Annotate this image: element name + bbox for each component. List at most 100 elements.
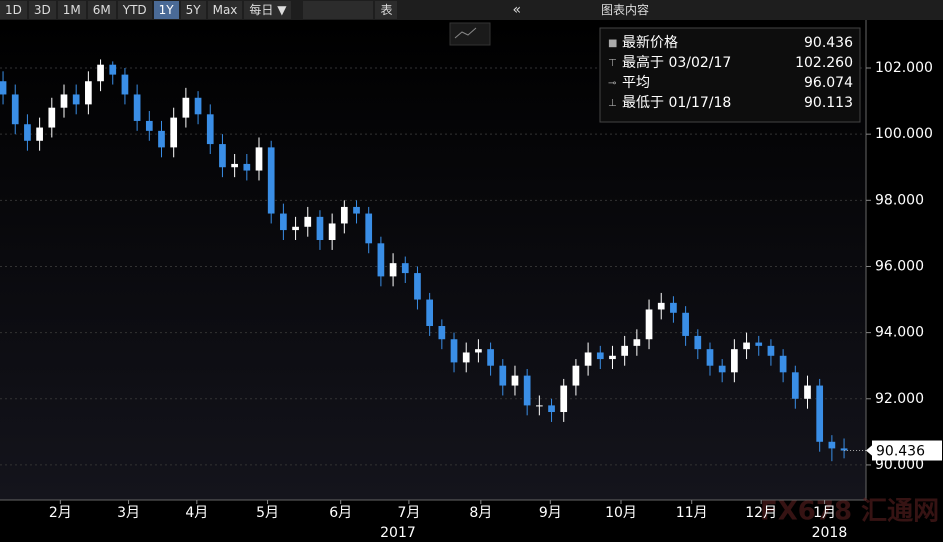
legend-box: [599, 27, 861, 123]
toolbar-button[interactable]: 每日 ▼: [244, 1, 292, 19]
candle-body: [682, 312, 689, 336]
toolbar-button[interactable]: «: [512, 2, 522, 18]
candle-body: [121, 74, 129, 95]
candle-body: [804, 385, 811, 399]
candle-body: [755, 342, 763, 346]
chart: FX678 汇通网 90.000 92.000 94.000 96.000 98.000…: [0, 20, 943, 542]
icons[interactable]: [303, 1, 374, 19]
candle-body: [267, 147, 275, 214]
candle-body: [560, 385, 568, 413]
candle-body: [170, 117, 178, 148]
candle-body: [133, 94, 141, 121]
candle-body: [706, 349, 714, 366]
legend-value: 96.074: [804, 75, 853, 91]
candle-body: [206, 114, 214, 145]
toolbar: 1D 3D 1M 6M YTD 1Y 5Y Max 每日 ▼ 表 « 图表内容: [0, 0, 943, 20]
candle-body: [109, 64, 117, 75]
toolbar-button[interactable]: 1Y: [153, 1, 179, 19]
candle-body: [414, 273, 421, 300]
candle-body: [816, 385, 824, 442]
candle-body: [694, 335, 702, 350]
candle-body: [633, 339, 641, 346]
candle-body: [231, 163, 238, 168]
candle-body: [645, 309, 653, 340]
candle-body: [194, 97, 202, 115]
toolbar-button[interactable]: Max: [207, 1, 243, 19]
y-tick-label: 100.000: [875, 126, 933, 142]
legend-symbol: ⊤: [608, 58, 617, 69]
candle-body: [158, 130, 165, 148]
x-tick-label: 12月: [745, 505, 777, 521]
toolbar-button[interactable]: 图表内容: [601, 3, 650, 17]
candle-body: [219, 144, 226, 168]
y-tick-label: 92.000: [875, 391, 924, 407]
legend-value: 90.113: [804, 95, 853, 111]
toolbar-button[interactable]: 5Y: [180, 1, 206, 19]
legend-label: 最高于 03/02/17: [622, 54, 731, 71]
last-value-arrow: [866, 444, 873, 457]
candle-body: [304, 216, 312, 227]
candle-body: [657, 302, 665, 310]
y-tick-label: 98.000: [875, 192, 924, 208]
candle-body: [389, 263, 397, 277]
x-tick-label: 4月: [185, 505, 208, 521]
candle-body: [292, 226, 299, 231]
toolbar-button[interactable]: 6M: [87, 1, 116, 19]
candle-body: [731, 349, 738, 373]
candle-body: [487, 349, 494, 366]
x-tick-label: 10月: [605, 505, 637, 521]
legend-label: 平均: [622, 75, 650, 91]
y-tick-label: 96.000: [875, 258, 924, 274]
legend-label: 最低于 01/17/18: [622, 95, 731, 111]
candle-body: [743, 342, 750, 350]
candle-body: [48, 107, 56, 128]
candle-body: [72, 94, 80, 105]
x-tick-label: 8月: [469, 505, 492, 521]
candle-body: [767, 345, 775, 356]
candle-body: [24, 124, 31, 141]
last-value-label: 90.436: [876, 444, 925, 460]
candle-body: [621, 345, 629, 356]
candle-body: [596, 352, 604, 360]
candle-body: [353, 206, 360, 214]
candle-body: [401, 263, 409, 274]
toolbar-button[interactable]: YTD: [117, 1, 152, 19]
candle-body: [475, 349, 482, 353]
candle-body: [499, 365, 507, 386]
candle-body: [316, 216, 324, 241]
x-tick-label: 5月: [256, 505, 279, 521]
x-tick-label: 7月: [397, 505, 420, 521]
toolbar-button[interactable]: 1D: [0, 1, 27, 19]
y-tick-label: 90.000: [875, 457, 924, 473]
candle-body: [840, 448, 848, 451]
candle-body: [438, 326, 446, 340]
candle-body: [36, 127, 43, 141]
x-tick-label: 11月: [676, 505, 708, 521]
candle-body: [828, 441, 836, 449]
x-tick-label: 6月: [329, 505, 352, 521]
toolbar-button[interactable]: 表: [375, 1, 398, 19]
candle-body: [280, 213, 287, 231]
legend-symbol: ⊥: [608, 98, 617, 109]
x-tick-label: 3月: [117, 505, 140, 521]
toolbar-button[interactable]: 3D: [28, 1, 56, 19]
candle-body: [584, 352, 592, 366]
candle-body: [145, 120, 153, 131]
legend-value: 102.260: [795, 55, 853, 71]
icon: [454, 27, 477, 39]
candle-body: [450, 339, 458, 363]
candle-body: [243, 163, 251, 171]
x-tick-label: 2月: [49, 505, 72, 521]
candle-body: [60, 94, 68, 108]
candle-body: [572, 365, 580, 386]
candle-body: [328, 223, 336, 241]
candle-body: [670, 302, 677, 313]
candle-body: [791, 372, 799, 399]
candle-body: [535, 405, 543, 407]
candle-body: [548, 405, 555, 413]
legend-symbol: ⊸: [608, 78, 616, 89]
candle-body: [340, 206, 348, 224]
toolbar-button[interactable]: 1M: [57, 1, 86, 19]
chart-type-button[interactable]: [449, 22, 491, 46]
